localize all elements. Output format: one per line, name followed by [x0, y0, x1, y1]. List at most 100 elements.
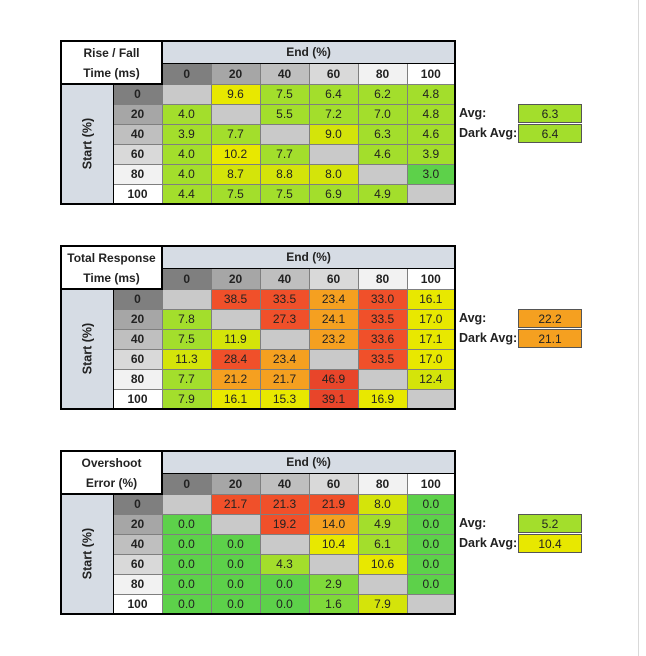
- column-header-60: 60: [308, 62, 359, 85]
- data-cell: 11.3: [161, 348, 212, 370]
- data-cell: 33.5: [259, 288, 310, 310]
- data-cell: 0.0: [259, 573, 310, 595]
- data-cell: 4.6: [357, 143, 408, 165]
- data-cell: 4.8: [406, 103, 457, 125]
- data-cell: 8.7: [210, 163, 261, 185]
- data-cell: 21.9: [308, 493, 359, 515]
- table-row: 100 0.0 0.0 0.0 1.6 7.9: [61, 593, 457, 615]
- table-row: 20 0.0 19.2 14.0 4.9 0.0: [61, 513, 457, 535]
- row-header-80: 80: [112, 368, 163, 390]
- data-cell: 17.0: [406, 348, 457, 370]
- row-header-60: 60: [112, 348, 163, 370]
- data-cell: [161, 493, 212, 515]
- column-axis-header: End (%): [161, 450, 457, 474]
- data-cell: 6.1: [357, 533, 408, 555]
- table-row: 20 7.8 27.3 24.1 33.5 17.0: [61, 308, 457, 330]
- summary-value: 10.4: [518, 534, 582, 553]
- data-cell: 46.9: [308, 368, 359, 390]
- data-cell: 0.0: [161, 513, 212, 535]
- table-title-line: Time (ms): [83, 270, 140, 285]
- row-header-0: 0: [112, 288, 163, 310]
- data-cell: 0.0: [161, 593, 212, 615]
- data-cell: 12.4: [406, 368, 457, 390]
- data-cell: 11.9: [210, 328, 261, 350]
- data-cell: 0.0: [406, 573, 457, 595]
- data-cell: [259, 328, 310, 350]
- row-header-0: 0: [112, 83, 163, 105]
- column-header-60: 60: [308, 472, 359, 495]
- data-cell: 14.0: [308, 513, 359, 535]
- data-cell: 5.5: [259, 103, 310, 125]
- data-cell: 8.0: [308, 163, 359, 185]
- table-row: 40 7.5 11.9 23.2 33.6 17.1: [61, 328, 457, 350]
- data-cell: 4.9: [357, 513, 408, 535]
- data-cell: 4.3: [259, 553, 310, 575]
- row-axis-header-label: Start (%): [80, 527, 95, 580]
- data-cell: 21.2: [210, 368, 261, 390]
- table-row: Start (%) 0 21.7 21.3 21.9 8.0 0.0: [60, 493, 457, 615]
- data-cell: 9.6: [210, 83, 261, 105]
- data-cell: 0.0: [161, 553, 212, 575]
- data-cell: 23.4: [308, 288, 359, 310]
- data-cell: 1.6: [308, 593, 359, 615]
- column-header-20: 20: [210, 267, 261, 290]
- data-cell: [210, 308, 261, 330]
- column-header-40: 40: [259, 472, 310, 495]
- data-cell: 7.9: [161, 388, 212, 410]
- data-cell: 7.5: [210, 183, 261, 205]
- column-header-0: 0: [161, 267, 212, 290]
- column-header-40: 40: [259, 62, 310, 85]
- column-header-0: 0: [161, 62, 212, 85]
- data-cell: 21.7: [259, 368, 310, 390]
- row-header-40: 40: [112, 533, 163, 555]
- data-cell: 7.5: [259, 183, 310, 205]
- column-header-100: 100: [406, 472, 457, 495]
- summary-label: Avg:: [459, 516, 487, 530]
- data-cell: 0.0: [210, 593, 261, 615]
- data-cell: 6.2: [357, 83, 408, 105]
- data-cell: 4.0: [161, 103, 212, 125]
- column-axis-header: End (%): [161, 245, 457, 269]
- data-cell: [259, 123, 310, 145]
- data-cell: 0.0: [161, 573, 212, 595]
- data-cell: 38.5: [210, 288, 261, 310]
- data-cell: 15.3: [259, 388, 310, 410]
- data-cell: 0.0: [259, 593, 310, 615]
- data-cell: [259, 533, 310, 555]
- data-cell: 4.0: [161, 143, 212, 165]
- data-cell: [357, 573, 408, 595]
- row-header-20: 20: [112, 513, 163, 535]
- column-header-20: 20: [210, 62, 261, 85]
- row-header-100: 100: [112, 593, 163, 615]
- row-header-100: 100: [112, 183, 163, 205]
- table-block-0: Rise / Fall Time (ms) End (%) 0 20 40 60 80 100 S…: [60, 40, 457, 205]
- table-row: 80 4.0 8.7 8.8 8.0 3.0: [61, 163, 457, 185]
- data-cell: [357, 368, 408, 390]
- data-cell: 7.7: [161, 368, 212, 390]
- data-cell: 4.4: [161, 183, 212, 205]
- data-cell: 7.5: [161, 328, 212, 350]
- data-cell: 3.0: [406, 163, 457, 185]
- row-header-40: 40: [112, 328, 163, 350]
- table-row: 100 4.4 7.5 7.5 6.9 4.9: [61, 183, 457, 205]
- summary-value: 22.2: [518, 309, 582, 328]
- data-cell: 6.4: [308, 83, 359, 105]
- data-cell: [210, 103, 261, 125]
- data-cell: 21.7: [210, 493, 261, 515]
- row-header-80: 80: [112, 163, 163, 185]
- summary-label: Dark Avg:: [459, 536, 518, 550]
- column-axis-header: End (%): [161, 40, 457, 64]
- data-cell: 16.9: [357, 388, 408, 410]
- data-cell: 4.9: [357, 183, 408, 205]
- column-header-40: 40: [259, 267, 310, 290]
- data-cell: [308, 143, 359, 165]
- data-cell: 4.0: [161, 163, 212, 185]
- data-cell: 0.0: [210, 573, 261, 595]
- row-axis-header: Start (%): [60, 84, 114, 205]
- row-header-80: 80: [112, 573, 163, 595]
- data-cell: 7.0: [357, 103, 408, 125]
- data-cell: 16.1: [406, 288, 457, 310]
- data-cell: [210, 513, 261, 535]
- heatmap-table: Rise / Fall Time (ms) End (%) 0 20 40 60 80 100 S…: [60, 40, 457, 205]
- data-cell: [308, 553, 359, 575]
